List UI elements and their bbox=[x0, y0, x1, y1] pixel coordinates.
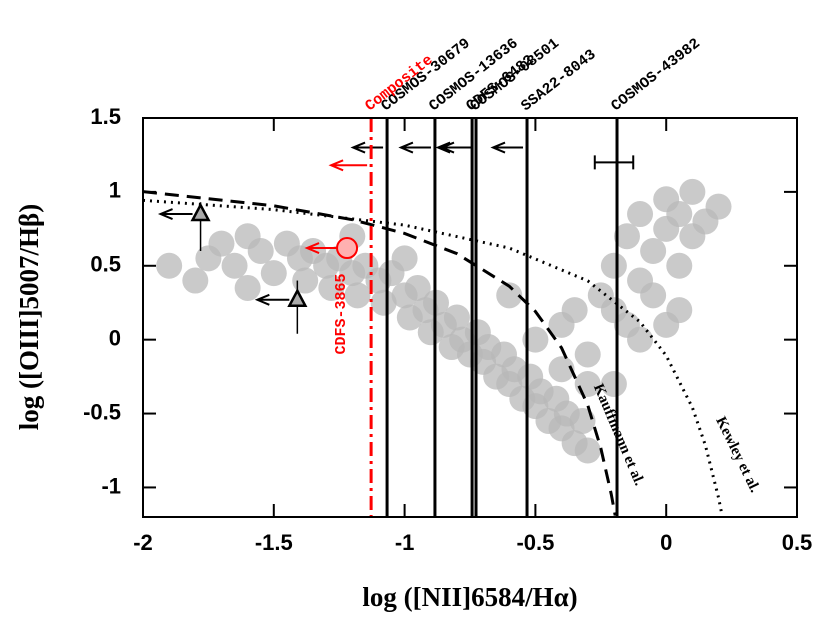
demarcation-curve bbox=[143, 190, 617, 516]
limit-label: COSMOS-43982 bbox=[608, 35, 704, 115]
circle-marker bbox=[336, 237, 359, 260]
background-point bbox=[666, 252, 693, 279]
x-tick-label: 0.5 bbox=[782, 530, 813, 555]
background-point bbox=[221, 252, 248, 279]
x-tick-label: 0 bbox=[660, 530, 672, 555]
background-point bbox=[640, 238, 667, 264]
limit-arrow bbox=[398, 141, 431, 154]
background-point bbox=[208, 230, 235, 257]
background-point bbox=[627, 326, 654, 353]
demarcation-curve bbox=[143, 198, 724, 515]
triangle-marker bbox=[190, 202, 211, 222]
background-point bbox=[627, 201, 654, 228]
y-tick-label: -1 bbox=[101, 473, 121, 498]
background-point bbox=[522, 326, 549, 353]
limit-arrow bbox=[439, 141, 473, 154]
limit-arrow bbox=[490, 141, 524, 154]
background-point bbox=[182, 267, 209, 294]
background-point bbox=[666, 297, 693, 324]
upper-limit-arrow bbox=[157, 208, 193, 220]
x-tick-label: -2 bbox=[133, 530, 153, 555]
background-point bbox=[318, 274, 345, 301]
background-point bbox=[391, 245, 418, 272]
background-point bbox=[496, 282, 523, 309]
y-tick-label: 1 bbox=[109, 178, 121, 203]
curve-label: Kauffmann et al. bbox=[590, 382, 647, 489]
composite-arrow bbox=[328, 159, 368, 172]
background-point bbox=[156, 252, 183, 279]
plot-area bbox=[143, 178, 732, 516]
x-axis-label: log ([NII]6584/Hα) bbox=[362, 582, 577, 612]
x-tick-label: -0.5 bbox=[516, 530, 554, 555]
background-point bbox=[247, 238, 274, 264]
background-point bbox=[548, 356, 575, 383]
background-point bbox=[679, 178, 706, 205]
plot-frame bbox=[142, 117, 798, 518]
background-point bbox=[260, 260, 287, 287]
circle-label: CDFS-3865 bbox=[333, 274, 350, 355]
background-point bbox=[574, 341, 601, 368]
background-point bbox=[292, 267, 319, 294]
limit-arrow bbox=[350, 141, 384, 154]
background-point bbox=[370, 289, 397, 316]
error-bar bbox=[593, 155, 635, 170]
background-point bbox=[666, 201, 693, 228]
background-point bbox=[561, 297, 588, 324]
upper-limit-arrow bbox=[304, 242, 340, 254]
y-tick-label: 0.5 bbox=[90, 252, 121, 277]
background-point bbox=[234, 274, 261, 301]
x-tick-label: -1 bbox=[395, 530, 415, 555]
background-point bbox=[443, 304, 470, 331]
background-point bbox=[344, 282, 371, 309]
background-point bbox=[613, 223, 640, 250]
background-point bbox=[404, 274, 431, 301]
background-point bbox=[569, 407, 596, 434]
background-point bbox=[600, 297, 627, 324]
upper-limit-arrow bbox=[254, 293, 290, 306]
curve-label: Kewley et al. bbox=[712, 414, 762, 495]
background-point bbox=[574, 437, 601, 464]
background-point bbox=[600, 371, 627, 397]
y-tick-label: 1.5 bbox=[90, 104, 121, 129]
y-tick-label: 0 bbox=[109, 325, 121, 350]
x-tick-label: -1.5 bbox=[255, 530, 293, 555]
y-tick-label: -0.5 bbox=[83, 399, 121, 424]
triangle-marker bbox=[287, 288, 308, 308]
background-point bbox=[600, 252, 627, 279]
background-point bbox=[705, 193, 732, 220]
background-point bbox=[640, 282, 667, 309]
y-axis-label: log ([OIII]5007/Hβ) bbox=[14, 204, 44, 430]
